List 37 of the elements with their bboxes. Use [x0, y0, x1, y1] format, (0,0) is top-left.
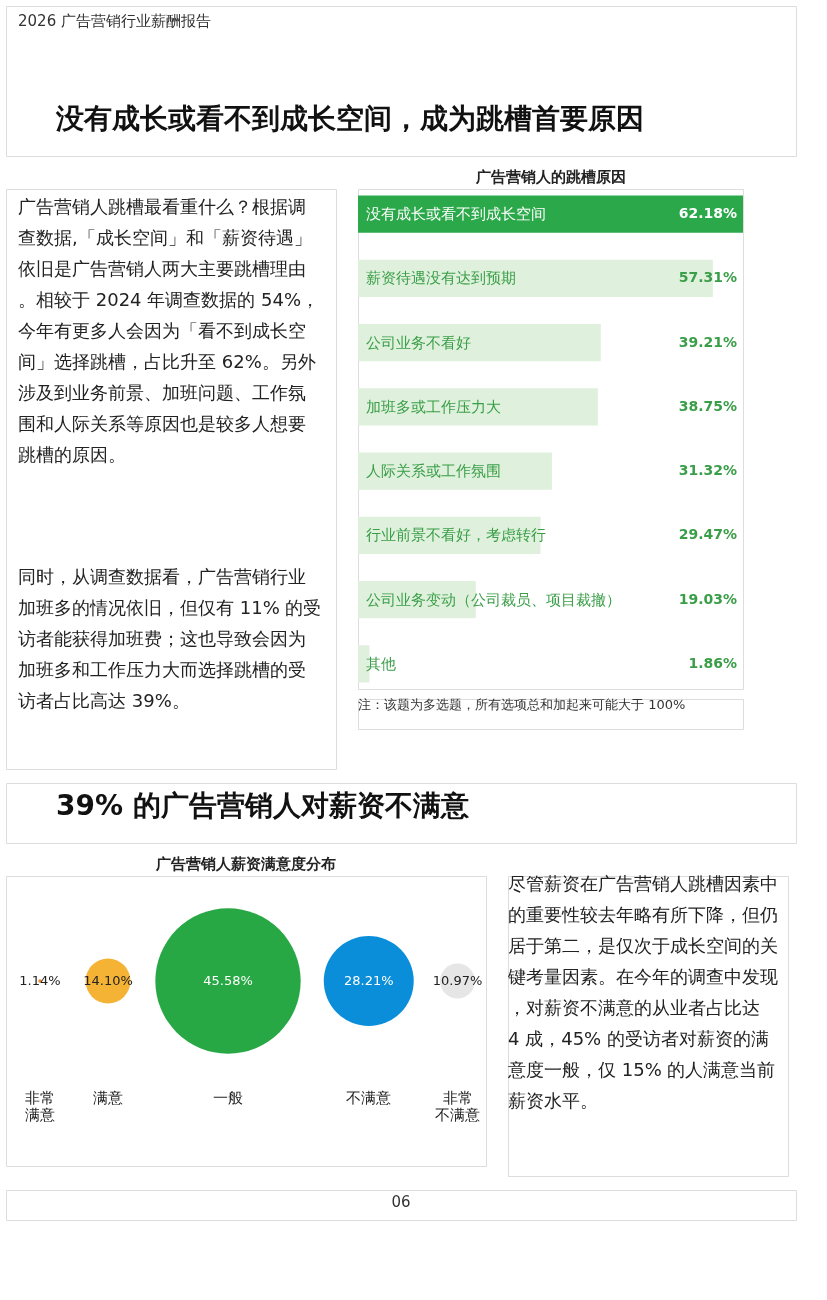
text: 06	[391, 1193, 411, 1211]
data-label: 45.58%	[203, 973, 253, 988]
data-label: 10.97%	[432, 973, 483, 988]
text: 同时，从调查数据看，广告营销行业加班多的情况依旧，但仅有 11% 的受访者能获得加班费；这也导致会因为加班多和工作压力大而选择跳槽的受访者占比高达 39%。	[18, 566, 322, 711]
data-label: 57.31%	[678, 269, 737, 286]
data-label: 38.75%	[678, 397, 737, 414]
y-tick-label: 人际关系或工作氛围	[366, 462, 501, 481]
y-tick-label: 行业前景不看好，考虑转行	[366, 526, 546, 545]
data-label: 19.03%	[678, 590, 737, 607]
data-label: 28.21%	[343, 973, 394, 988]
category-label: 满意	[93, 1089, 123, 1107]
y-tick-label: 加班多或工作压力大	[366, 397, 501, 416]
data-label: 62.18%	[678, 205, 737, 222]
data-label: 31.32%	[678, 462, 737, 479]
text: 没有成长或看不到成长空间，成为跳槽首要原因	[55, 102, 644, 135]
y-tick-label: 薪资待遇没有达到预期	[366, 269, 516, 288]
data-label: 1.86%	[688, 654, 737, 671]
data-label: 29.47%	[678, 526, 737, 543]
y-tick-label: 公司业务不看好	[366, 333, 471, 352]
bar	[358, 323, 601, 362]
bar	[358, 388, 598, 426]
text: 39% 的广告营销人对薪资不满意	[56, 789, 470, 822]
text: 广告营销人薪资满意度分布	[155, 855, 336, 873]
y-tick-label: 没有成长或看不到成长空间	[366, 205, 546, 224]
data-label: 39.21%	[678, 333, 737, 350]
category-label: 非常不满意	[435, 1089, 480, 1124]
y-tick-label: 公司业务变动（公司裁员、项目裁撤）	[366, 590, 621, 609]
category-label: 非常满意	[25, 1089, 55, 1124]
category-label: 不满意	[346, 1089, 392, 1107]
text: 尽管薪资在广告营销人跳槽因素中的重要性较去年略有所下降，但仍居于第二，是仅次于成长空间的关键考量因素。在今年的调查中发现，对薪资不满意的从业者占比达 4 成，45% 的受访者对薪资的满意度一般，仅 15% 的人满意当前薪资水平。	[507, 873, 778, 1111]
data-label: 1.14%	[19, 973, 61, 988]
text: 广告营销人跳槽最看重什么？根据调查数据,「成长空间」和「薪资待遇」依旧是广告营销人两大主要跳槽理由。相较于 2024 年调查数据的 54%，今年有更多人会因为「看不到成长空间」选择跳槽，占比升至 62%。另外涉及到业务前景、加班问题、工作氛围和人际关系等原因也是较多人想要跳槽的原因。	[18, 196, 319, 465]
text: 2026 广告营销行业薪酬报告	[18, 12, 211, 30]
text: 注：该题为多选题，所有选项总和加起来可能大于 100%	[358, 697, 686, 712]
chart-title: 广告营销人的跳槽原因	[474, 168, 626, 186]
category-label: 一般	[213, 1089, 243, 1107]
y-tick-label: 其他	[366, 654, 396, 673]
